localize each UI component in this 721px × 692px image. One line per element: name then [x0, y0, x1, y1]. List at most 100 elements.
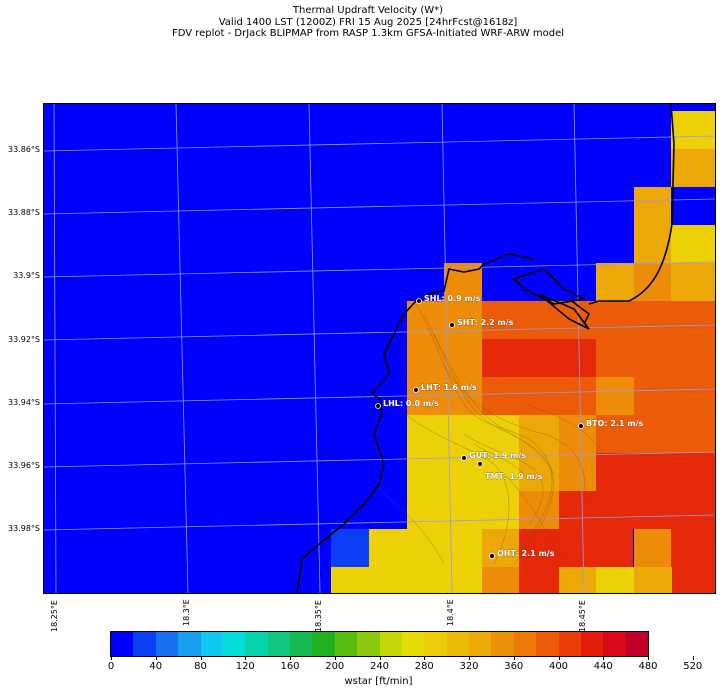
colorbar-segment	[625, 632, 648, 656]
field-cell	[596, 339, 715, 377]
field-cell	[634, 187, 672, 225]
station-lht-label: LHT: 1.6 m/s	[421, 383, 477, 392]
colorbar-segment	[580, 632, 604, 656]
field-cell	[482, 339, 596, 377]
colorbar-segment	[401, 632, 425, 656]
field-cell	[596, 453, 634, 491]
field-cell	[559, 453, 596, 491]
colorbar-tick-label: 120	[235, 661, 255, 672]
colorbar-tick-mark	[513, 656, 515, 660]
lon-label: 18.3°E	[182, 599, 191, 626]
field-cell	[596, 377, 634, 415]
field-cell	[519, 415, 559, 453]
colorbar-tick-mark	[558, 656, 560, 660]
lat-label: 33.98°S	[8, 524, 40, 533]
map-panel[interactable]: SHL: 0.9 m/s SHT: 2.2 m/s LHT: 1.6 m/s L…	[43, 103, 716, 594]
colorbar-segment	[513, 632, 537, 656]
station-shl-label: SHL: 0.9 m/s	[424, 294, 481, 303]
lat-label: 33.88°S	[8, 208, 40, 217]
colorbar-tick-label: 200	[325, 661, 345, 672]
field-cell	[369, 529, 407, 567]
station-shl[interactable]: SHL: 0.9 m/s	[416, 294, 481, 304]
wstar-field	[331, 111, 715, 593]
colorbar-segment	[334, 632, 358, 656]
colorbar-tick-label: 80	[194, 661, 207, 672]
station-oht-label: OHT: 2.1 m/s	[497, 549, 555, 558]
station-bto[interactable]: BTO: 2.1 m/s	[578, 419, 644, 429]
field-cell	[407, 491, 519, 529]
colorbar-segment	[558, 632, 581, 656]
colorbar-segment	[603, 632, 626, 656]
colorbar-segment	[200, 632, 223, 656]
colorbar-tick-label: 280	[414, 661, 434, 672]
colorbar-tick-label: 360	[504, 661, 524, 672]
field-cell	[331, 529, 369, 567]
colorbar-tick-label: 160	[280, 661, 300, 672]
lat-label: 33.92°S	[8, 335, 40, 344]
colorbar-segment	[379, 632, 402, 656]
station-bto-label: BTO: 2.1 m/s	[586, 419, 644, 428]
lat-label: 33.94°S	[8, 398, 40, 407]
lat-label: 33.9°S	[13, 271, 40, 280]
colorbar-segment	[155, 632, 179, 656]
colorbar-segment	[536, 632, 559, 656]
colorbar-tick-label: 400	[548, 661, 569, 672]
lat-label: 33.96°S	[8, 461, 40, 470]
colorbar-segment	[491, 632, 514, 656]
colorbar-tick-label: 240	[369, 661, 390, 672]
field-cell	[331, 567, 407, 593]
field-cell	[634, 567, 672, 593]
field-cell	[671, 529, 715, 593]
station-tmt[interactable]: TMT: 1.9 m/s	[477, 461, 543, 482]
field-cell	[671, 187, 715, 225]
colorbar-tick-mark	[469, 656, 470, 660]
field-cell	[407, 415, 519, 453]
lon-label: 18.25°E	[50, 600, 59, 632]
field-cell	[634, 529, 672, 567]
field-cell	[559, 567, 596, 593]
field-cell	[482, 377, 596, 415]
colorbar-segment	[357, 632, 380, 656]
field-cell	[671, 111, 715, 149]
colorbar-tick-label: 0	[107, 661, 115, 672]
colorbar-tick-mark	[290, 656, 291, 660]
colorbar-tick-label: 520	[683, 661, 703, 672]
plot-title: Thermal Updraft Velocity (W*) Valid 1400…	[0, 5, 721, 40]
field-cell	[519, 453, 559, 491]
field-cell	[596, 263, 634, 301]
terrain-contours	[373, 303, 605, 565]
field-cell	[634, 225, 672, 263]
field-cell	[671, 149, 715, 187]
field-cell	[482, 301, 715, 339]
lat-label: 33.86°S	[8, 145, 40, 154]
colorbar-tick-mark	[111, 656, 112, 660]
colorbar-tick-label: 440	[593, 661, 613, 672]
station-oht[interactable]: OHT: 2.1 m/s	[489, 549, 555, 559]
colorbar-tick-mark	[648, 656, 649, 660]
field-cell	[407, 567, 482, 593]
field-cell	[482, 567, 519, 593]
station-gut[interactable]: GUT: 1.9 m/s	[461, 451, 527, 461]
station-lhl-label: LHL: 0.0 m/s	[383, 399, 439, 408]
field-cell	[671, 263, 715, 301]
station-lhl[interactable]: LHL: 0.0 m/s	[375, 399, 440, 409]
field-cell	[407, 301, 482, 339]
lon-label: 18.35°E	[314, 600, 323, 632]
colorbar-segment	[267, 632, 290, 656]
colorbar-tick-mark	[245, 656, 247, 660]
colorbar-segment	[290, 632, 313, 656]
colorbar	[110, 631, 649, 657]
title-line-2: Valid 1400 LST (1200Z) FRI 15 Aug 2025 […	[218, 16, 518, 28]
colorbar-segment	[446, 632, 469, 656]
colorbar-label: wstar [ft/min]	[344, 676, 413, 687]
station-lht[interactable]: LHT: 1.6 m/s	[413, 383, 478, 393]
station-sht[interactable]: SHT: 2.2 m/s	[449, 318, 514, 328]
title-line-3: FDV replot - DrJack BLIPMAP from RASP 1.…	[171, 28, 565, 39]
field-cell	[519, 491, 559, 529]
colorbar-tick-label: 40	[149, 661, 163, 672]
field-cell	[671, 225, 715, 263]
colorbar-segment	[424, 632, 447, 656]
field-cell	[634, 453, 715, 491]
colorbar-tick-label: 320	[459, 661, 479, 672]
colorbar-segment	[469, 632, 492, 656]
